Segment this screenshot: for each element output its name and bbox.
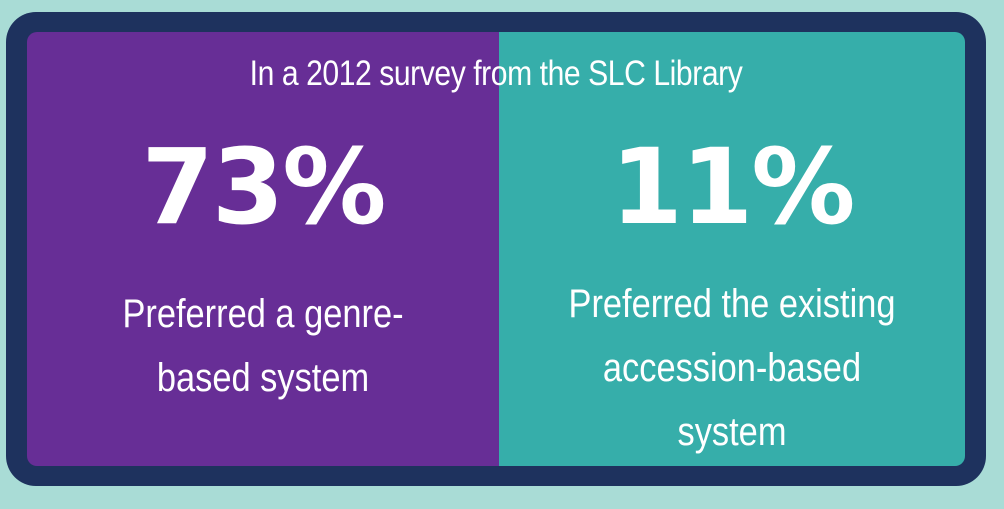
genre-based-percentage: 73% — [141, 126, 387, 248]
accession-based-caption: Preferred the existing accession-based s… — [532, 272, 933, 464]
genre-based-caption: Preferred a genre- based system — [60, 282, 466, 410]
caption-line: Preferred the existing — [568, 282, 896, 326]
survey-headline: In a 2012 survey from the SLC Library — [249, 54, 743, 93]
genre-based-half — [27, 32, 499, 466]
accession-based-percentage: 11% — [610, 126, 856, 248]
caption-line: system — [677, 410, 787, 454]
caption-line: based system — [156, 356, 370, 400]
accession-based-half — [499, 32, 965, 466]
survey-panel: In a 2012 survey from the SLC Library 73… — [27, 32, 965, 466]
caption-line: accession-based — [602, 346, 862, 390]
caption-line: Preferred a genre- — [122, 292, 404, 336]
